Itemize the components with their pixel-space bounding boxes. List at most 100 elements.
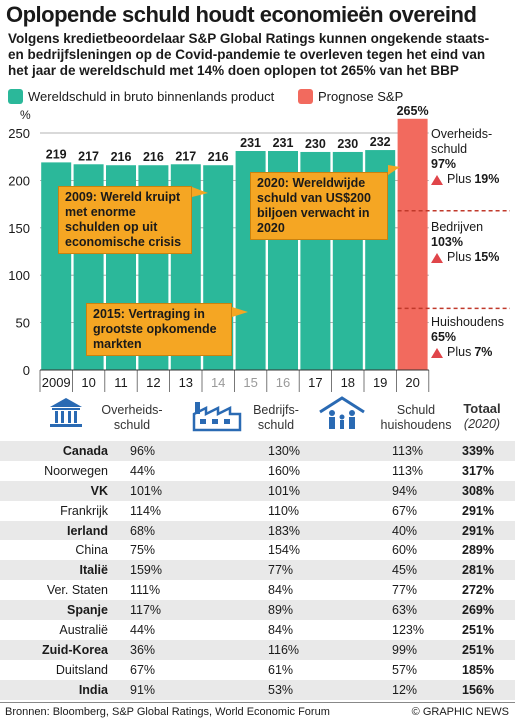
country-cell: India: [78, 682, 108, 697]
household-debt-cell: 57%: [392, 662, 418, 677]
country-cell: Ierland: [67, 523, 108, 538]
bar-value-label: 232: [370, 135, 391, 149]
factory-icon: [192, 402, 242, 432]
total-cell: 269%: [462, 603, 494, 618]
corporate-debt-cell: 183%: [268, 523, 300, 538]
bar-value-label: 217: [175, 149, 196, 163]
x-tick-label: 15: [243, 375, 257, 390]
y-tick-label: 100: [8, 268, 30, 283]
country-cell: Canada: [62, 444, 108, 458]
annotation-2009-pointer: [192, 187, 208, 197]
total-cell: 289%: [462, 543, 494, 558]
chart-subtitle: Volgens kredietbeoordelaar S&P Global Ra…: [8, 31, 490, 78]
total-cell: 251%: [462, 623, 494, 638]
y-tick-label: 200: [8, 173, 30, 188]
bar-value-label: 230: [305, 137, 326, 151]
x-tick-label: 10: [81, 375, 95, 390]
total-cell: 185%: [462, 662, 494, 677]
country-cell: Spanje: [67, 603, 108, 618]
breakdown-government-plus: Plus 19%: [431, 172, 515, 187]
breakdown-households: Huishoudens 65% Plus 7%: [431, 315, 515, 360]
government-building-icon: [50, 398, 82, 427]
corporate-debt-cell: 154%: [268, 543, 300, 558]
corporate-debt-cell: 61%: [268, 662, 294, 677]
breakdown-corporate-plus: Plus 15%: [431, 250, 515, 265]
legend-label-world: Wereldschuld in bruto binnenlands produc…: [28, 89, 275, 104]
y-tick-label: 50: [16, 316, 30, 331]
x-tick-label: 2009: [42, 375, 71, 390]
footer-credit: © GRAPHIC NEWS: [411, 706, 509, 718]
bar-value-label: 230: [337, 137, 358, 151]
bar-value-label: 217: [78, 149, 99, 163]
legend-swatch-forecast: [298, 89, 313, 104]
household-debt-cell: 67%: [392, 503, 418, 518]
household-debt-cell: 113%: [392, 444, 424, 458]
corporate-debt-cell: 89%: [268, 603, 294, 618]
annotation-2020-text: Wereldwijde schuld van US$200 biljoen ve…: [257, 176, 371, 235]
x-tick-label: 16: [276, 375, 290, 390]
total-cell: 251%: [462, 642, 494, 657]
annotation-2015: 2015: Vertraging in grootste opkomende m…: [86, 303, 232, 356]
breakdown-households-name: Huishoudens: [431, 315, 504, 329]
government-debt-cell: 117%: [130, 603, 162, 618]
total-cell: 291%: [462, 523, 494, 538]
government-debt-cell: 67%: [130, 662, 156, 677]
corporate-debt-cell: 130%: [268, 444, 300, 458]
country-cell: Duitsland: [55, 662, 108, 677]
y-tick-label: 0: [23, 363, 30, 378]
government-debt-cell: 68%: [130, 523, 156, 538]
table-row: Spanje 117% 89% 63% 269%: [0, 600, 515, 621]
country-cell: Frankrijk: [60, 503, 108, 518]
corporate-debt-cell: 116%: [268, 642, 300, 657]
y-tick-label: 150: [8, 221, 30, 236]
household-debt-cell: 77%: [392, 583, 418, 598]
x-tick-label: 19: [373, 375, 387, 390]
table-row: Ver. Staten 111% 84% 77% 272%: [0, 580, 515, 600]
household-debt-cell: 99%: [392, 642, 418, 657]
government-debt-cell: 101%: [130, 483, 162, 498]
country-cell: Noorwegen: [44, 463, 108, 478]
total-cell: 308%: [462, 483, 494, 498]
annotation-2009-year: 2009:: [65, 190, 97, 204]
header-total-year: (2020): [463, 417, 501, 431]
header-corporate-debt: Bedrijfs-schuld: [253, 403, 299, 432]
total-cell: 272%: [462, 583, 494, 598]
breakdown-government-plus-value: 19%: [474, 172, 500, 186]
bar-value-label: 216: [111, 150, 132, 164]
bar-value-label: 216: [208, 150, 229, 164]
up-triangle-icon: [431, 347, 443, 358]
government-debt-cell: 75%: [130, 543, 156, 558]
breakdown-government-name: Overheids-schuld: [431, 127, 493, 156]
x-tick-label: 13: [179, 375, 193, 390]
table-row: Canada 96% 130% 113% 339%: [0, 441, 515, 461]
household-debt-cell: 94%: [392, 483, 418, 498]
legend-world: Wereldschuld in bruto binnenlands produc…: [8, 89, 274, 104]
government-debt-cell: 44%: [130, 623, 156, 638]
y-tick-label: 250: [8, 126, 30, 141]
debt-table: Canada 96% 130% 113% 339% Noorwegen 44% 160% 113…: [0, 441, 515, 700]
total-cell: 317%: [462, 463, 494, 478]
table-row: Noorwegen 44% 160% 113% 317%: [0, 461, 515, 481]
total-cell: 156%: [462, 682, 494, 697]
breakdown-households-plus-value: 7%: [474, 345, 493, 359]
bar-value-label: 216: [143, 150, 164, 164]
table-header: Overheids-schuld Bedrijfs-schuld Schuld …: [0, 393, 515, 437]
table-row: India 91% 53% 12% 156%: [0, 679, 515, 700]
country-cell: Australië: [59, 623, 108, 638]
corporate-debt-cell: 53%: [268, 682, 294, 697]
country-cell: Italië: [79, 563, 109, 578]
table-row: Australië 44% 84% 123% 251%: [0, 620, 515, 640]
x-tick-label: 20: [405, 375, 419, 390]
header-government-debt: Overheids-schuld: [101, 403, 163, 432]
country-cell: China: [75, 543, 108, 558]
table-row: VK 101% 101% 94% 308%: [0, 480, 515, 501]
total-cell: 291%: [462, 503, 494, 518]
annotation-2015-year: 2015:: [93, 307, 125, 321]
family-house-icon: [319, 396, 365, 429]
bar-value-label: 231: [273, 136, 294, 150]
household-debt-cell: 40%: [392, 523, 418, 538]
footer-source: Bronnen: Bloomberg, S&P Global Ratings, …: [5, 706, 330, 718]
legend-swatch-world: [8, 89, 23, 104]
chart-title: Oplopende schuld houdt economieën overei…: [6, 2, 477, 27]
annotation-2020-year: 2020:: [257, 176, 289, 190]
